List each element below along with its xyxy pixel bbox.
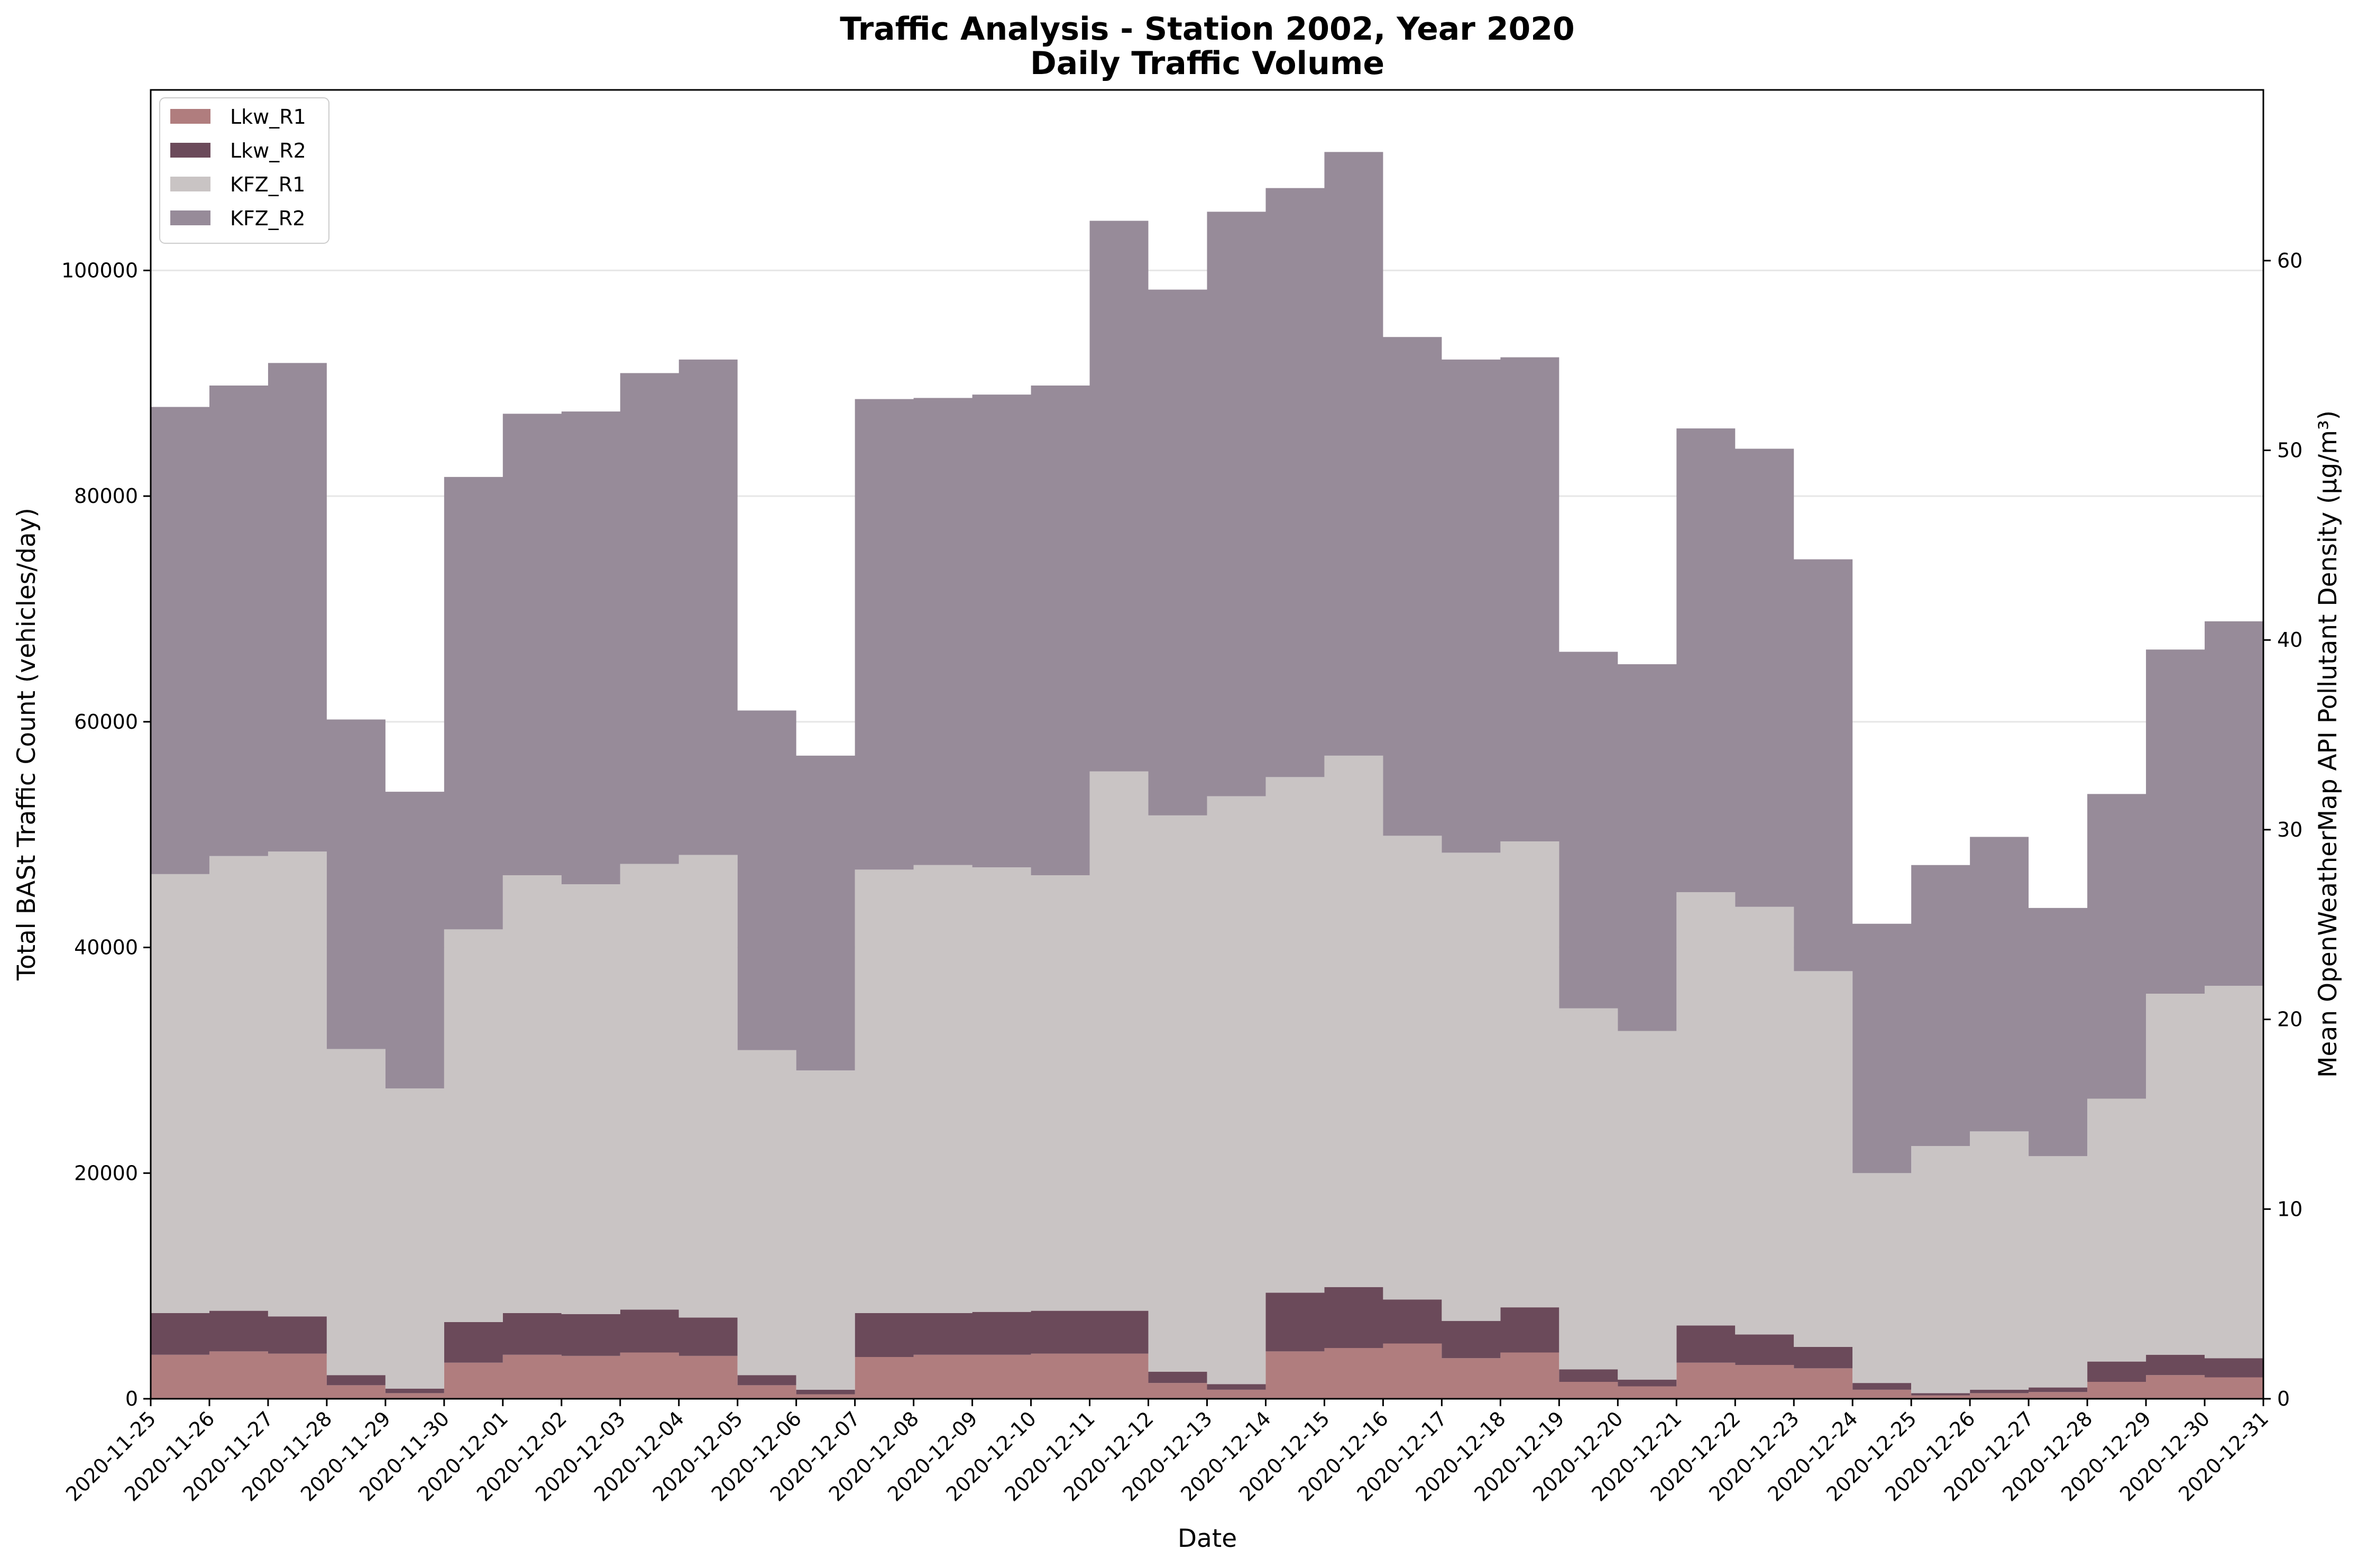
y2-tick-label: 0 [2277,1387,2290,1410]
legend-swatch-lkw-r1 [170,109,210,124]
legend-label-lkw-r1: Lkw_R1 [230,105,306,129]
y-tick-label: 60000 [74,710,138,733]
area-kfz-r1 [151,755,2263,1393]
y2-tick-label: 30 [2277,818,2302,841]
y2-tick-label: 20 [2277,1008,2302,1031]
legend-swatch-lkw-r2 [170,143,210,158]
chart-subtitle: Daily Traffic Volume [1030,45,1384,82]
legend: Lkw_R1 Lkw_R2 KFZ_R1 KFZ_R2 [159,97,329,244]
legend-swatch-kfz-r2 [170,210,210,225]
chart-title: Traffic Analysis - Station 2002, Year 20… [840,11,1575,48]
legend-frame [159,97,329,244]
y-tick-label: 80000 [74,484,138,508]
legend-label-kfz-r2: KFZ_R2 [230,207,305,230]
y-tick-label: 20000 [74,1161,138,1185]
y-axis: 0 20000 40000 60000 80000 100000 [61,259,151,1410]
legend-label-kfz-r1: KFZ_R1 [230,173,305,196]
y-axis-label: Total BASt Traffic Count (vehicles/day) [12,508,41,981]
y2-tick-label: 10 [2277,1197,2302,1221]
y2-tick-label: 60 [2277,249,2302,272]
legend-label-lkw-r2: Lkw_R2 [230,139,306,162]
x-axis-label: Date [1178,1524,1237,1553]
area-lkw-r1 [151,1343,2263,1399]
y2-axis-label: Mean OpenWeatherMap API Pollutant Densit… [2314,410,2343,1078]
y-tick-label: 0 [125,1387,138,1410]
area-kfz-r2 [151,152,2263,1173]
y-tick-label: 100000 [61,259,138,282]
legend-swatch-kfz-r1 [170,177,210,191]
y2-tick-label: 40 [2277,628,2302,652]
y-tick-label: 40000 [74,936,138,959]
stacked-areas [151,152,2263,1399]
y2-axis: 0 10 20 30 40 50 60 [2263,249,2302,1410]
y2-tick-label: 50 [2277,439,2302,462]
